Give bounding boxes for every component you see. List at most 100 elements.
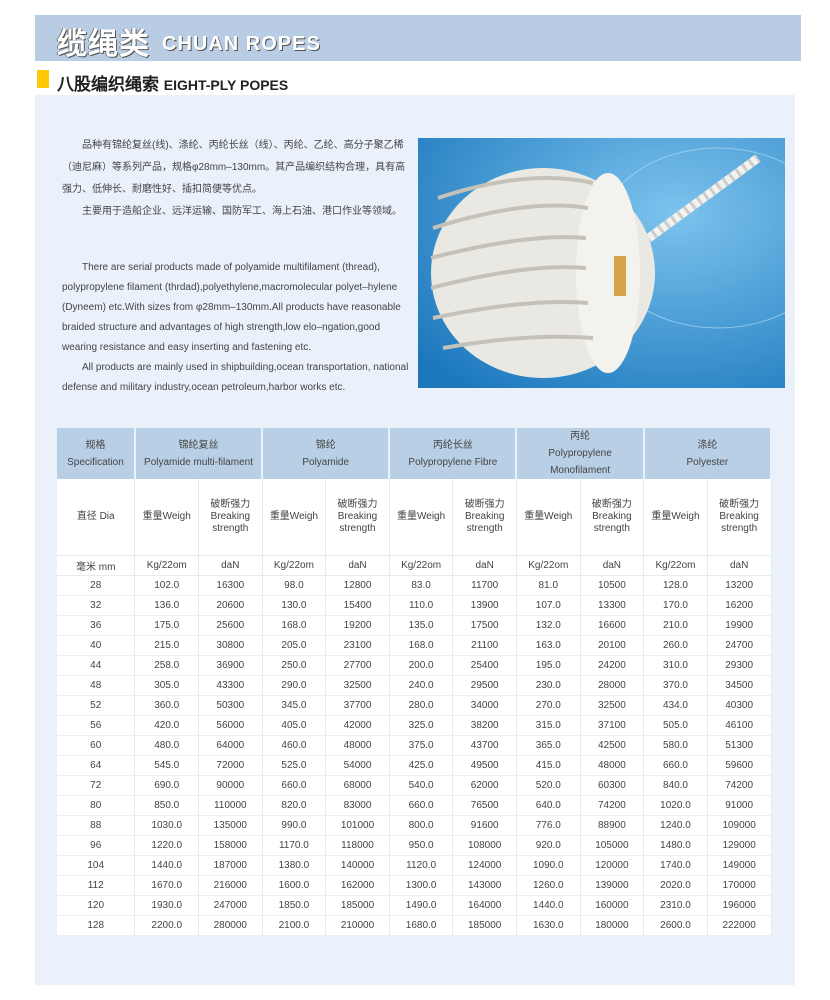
weight-cell: 1240.0 — [643, 815, 708, 836]
unit-weight: Kg/22om — [262, 555, 327, 576]
weight-cell: 425.0 — [389, 755, 454, 776]
material-header: 丙纶长丝 Polypropylene Fibre — [389, 428, 518, 479]
material-cn: 锦纶复丝 — [178, 439, 219, 451]
strength-cell: 108000 — [452, 835, 517, 856]
strength-en2: strength — [339, 522, 376, 534]
weight-cell: 210.0 — [643, 615, 708, 636]
strength-cell: 20600 — [198, 595, 263, 616]
strength-cell: 129000 — [707, 835, 772, 856]
weight-cell: 250.0 — [262, 655, 327, 676]
material-cn: 丙纶长丝 — [432, 439, 473, 451]
weight-cell: 375.0 — [389, 735, 454, 756]
table-row: 64 545.0 72000 525.0 54000 425.0 49500 415.0 480… — [57, 755, 772, 776]
material-en: Polyamide multi-filament — [144, 456, 253, 468]
strength-cell: 222000 — [707, 915, 772, 936]
table-row: 104 1440.0 187000 1380.0 140000 1120.0 124000 1… — [57, 855, 772, 876]
dia-cell: 104 — [57, 855, 136, 876]
strength-en1: Breaking — [464, 510, 505, 522]
unit-strength: daN — [325, 555, 390, 576]
strength-cell: 158000 — [198, 835, 263, 856]
weight-cell: 230.0 — [516, 675, 581, 696]
strength-cell: 29500 — [452, 675, 517, 696]
weight-cell: 110.0 — [389, 595, 454, 616]
strength-cell: 13900 — [452, 595, 517, 616]
intro-en-p1: There are serial products made of polyam… — [62, 262, 401, 353]
weight-cell: 990.0 — [262, 815, 327, 836]
strength-cell: 19900 — [707, 615, 772, 636]
section-title-cn: 八股编织绳索 — [57, 75, 159, 94]
strength-cell: 83000 — [325, 795, 390, 816]
strength-cell: 68000 — [325, 775, 390, 796]
weight-cell: 405.0 — [262, 715, 327, 736]
weight-cell: 660.0 — [643, 755, 708, 776]
strength-cell: 170000 — [707, 875, 772, 896]
spec-header-cn: 规格 — [85, 439, 106, 451]
dia-cell: 128 — [57, 915, 136, 936]
dia-cell: 28 — [57, 575, 136, 596]
table-row: 36 175.0 25600 168.0 19200 135.0 17500 132.0 166… — [57, 615, 772, 636]
strength-cell: 37700 — [325, 695, 390, 716]
strength-cell: 90000 — [198, 775, 263, 796]
weight-cell: 2200.0 — [134, 915, 200, 936]
dia-cell: 64 — [57, 755, 136, 776]
weight-cell: 83.0 — [389, 575, 454, 596]
weight-cell: 365.0 — [516, 735, 581, 756]
strength-cell: 135000 — [198, 815, 263, 836]
strength-cell: 164000 — [452, 895, 517, 916]
strength-header: 破断强力 Breaking strength — [707, 479, 772, 556]
strength-cell: 19200 — [325, 615, 390, 636]
strength-cell: 143000 — [452, 875, 517, 896]
strength-cell: 196000 — [707, 895, 772, 916]
strength-cn: 破断强力 — [337, 498, 378, 510]
strength-cell: 76500 — [452, 795, 517, 816]
strength-cell: 40300 — [707, 695, 772, 716]
unit-weight: Kg/22om — [134, 555, 200, 576]
strength-cell: 13300 — [580, 595, 645, 616]
strength-cell: 42500 — [580, 735, 645, 756]
strength-cell: 54000 — [325, 755, 390, 776]
weight-cell: 270.0 — [516, 695, 581, 716]
dia-cell: 44 — [57, 655, 136, 676]
strength-cell: 88900 — [580, 815, 645, 836]
weight-cell: 640.0 — [516, 795, 581, 816]
table-row: 72 690.0 90000 660.0 68000 540.0 62000 520.0 603… — [57, 775, 772, 796]
weight-cell: 1030.0 — [134, 815, 200, 836]
strength-cell: 59600 — [707, 755, 772, 776]
strength-cell: 27700 — [325, 655, 390, 676]
strength-cell: 32500 — [580, 695, 645, 716]
table-row: 120 1930.0 247000 1850.0 185000 1490.0 164000 1… — [57, 895, 772, 916]
weight-cell: 820.0 — [262, 795, 327, 816]
strength-cell: 48000 — [325, 735, 390, 756]
weight-cell: 360.0 — [134, 695, 200, 716]
intro-cn: 品种有锦纶复丝(线)、涤纶、丙纶长丝（线）、丙纶、乙纶、高分子聚乙稀（迪尼麻）等… — [62, 135, 412, 223]
weight-cell: 525.0 — [262, 755, 327, 776]
weight-cell: 660.0 — [389, 795, 454, 816]
strength-cell: 120000 — [580, 855, 645, 876]
weight-cell: 434.0 — [643, 695, 708, 716]
weight-cell: 545.0 — [134, 755, 200, 776]
strength-cell: 43700 — [452, 735, 517, 756]
strength-cell: 24200 — [580, 655, 645, 676]
strength-cell: 34500 — [707, 675, 772, 696]
table-row: 32 136.0 20600 130.0 15400 110.0 13900 107.0 133… — [57, 595, 772, 616]
material-en: Polypropylene Monofilament — [548, 448, 612, 476]
strength-cell: 21100 — [452, 635, 517, 656]
weight-cell: 1670.0 — [134, 875, 200, 896]
strength-cell: 74200 — [707, 775, 772, 796]
weight-cell: 1260.0 — [516, 875, 581, 896]
weight-cell: 580.0 — [643, 735, 708, 756]
weight-cell: 163.0 — [516, 635, 581, 656]
strength-cell: 187000 — [198, 855, 263, 876]
weight-cell: 660.0 — [262, 775, 327, 796]
weight-cell: 215.0 — [134, 635, 200, 656]
weight-cell: 205.0 — [262, 635, 327, 656]
weight-cell: 170.0 — [643, 595, 708, 616]
strength-header: 破断强力 Breaking strength — [198, 479, 263, 556]
weight-cell: 460.0 — [262, 735, 327, 756]
weight-cell: 1930.0 — [134, 895, 200, 916]
strength-cell: 72000 — [198, 755, 263, 776]
weight-cell: 920.0 — [516, 835, 581, 856]
weight-cell: 102.0 — [134, 575, 200, 596]
intro-en: There are serial products made of polyam… — [62, 258, 412, 398]
strength-cn: 破断强力 — [719, 498, 760, 510]
